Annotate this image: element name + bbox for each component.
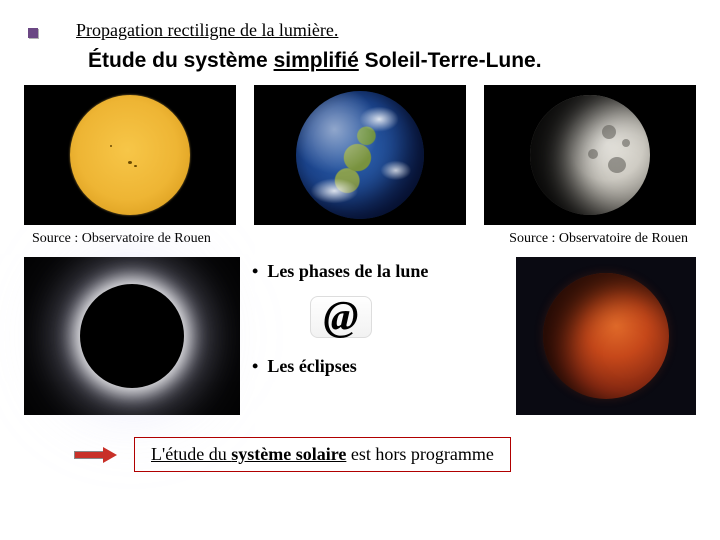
bullet-square-icon: [28, 28, 38, 38]
bullet-phases: • Les phases de la lune: [252, 261, 504, 282]
bullet-phases-text: Les phases de la lune: [267, 261, 428, 281]
eclipse-corona: [80, 284, 184, 388]
heading-2: Étude du système simplifié Soleil-Terre-…: [88, 49, 692, 73]
footer-row: L'étude du système solaire est hors prog…: [74, 437, 692, 472]
source-row: Source : Observatoire de Rouen Source : …: [32, 231, 688, 247]
header-row: Propagation rectiligne de la lumière.: [28, 20, 692, 41]
slide: Propagation rectiligne de la lumière. Ét…: [0, 0, 720, 492]
image-solar-eclipse: [24, 257, 240, 415]
middle-column: • Les phases de la lune @ • Les éclipses: [252, 257, 504, 391]
image-earth: [254, 85, 466, 225]
at-icon: @: [310, 296, 372, 338]
image-moon: [484, 85, 696, 225]
arrow-right-icon: [74, 447, 120, 463]
h2-pre: Étude du système: [88, 49, 274, 72]
sun-disc: [70, 95, 190, 215]
footer-pre: L'étude du: [151, 444, 231, 464]
footer-post: est hors programme: [346, 444, 493, 464]
source-left: Source : Observatoire de Rouen: [32, 231, 211, 247]
footer-bold: système solaire: [231, 444, 346, 464]
image-lunar-eclipse: [516, 257, 696, 415]
moon-disc: [530, 95, 650, 215]
bullet-eclipses: • Les éclipses: [252, 356, 504, 377]
blood-moon-disc: [543, 273, 669, 399]
image-row-2: • Les phases de la lune @ • Les éclipses: [24, 257, 696, 415]
image-row-1: [24, 85, 696, 225]
source-right: Source : Observatoire de Rouen: [509, 231, 688, 247]
heading-1: Propagation rectiligne de la lumière.: [76, 20, 338, 41]
bullet-eclipses-text: Les éclipses: [267, 356, 357, 376]
image-sun: [24, 85, 236, 225]
h2-post: Soleil-Terre-Lune.: [359, 49, 542, 72]
h2-underlined: simplifié: [274, 49, 359, 72]
earth-disc: [296, 91, 424, 219]
footer-callout: L'étude du système solaire est hors prog…: [134, 437, 511, 472]
